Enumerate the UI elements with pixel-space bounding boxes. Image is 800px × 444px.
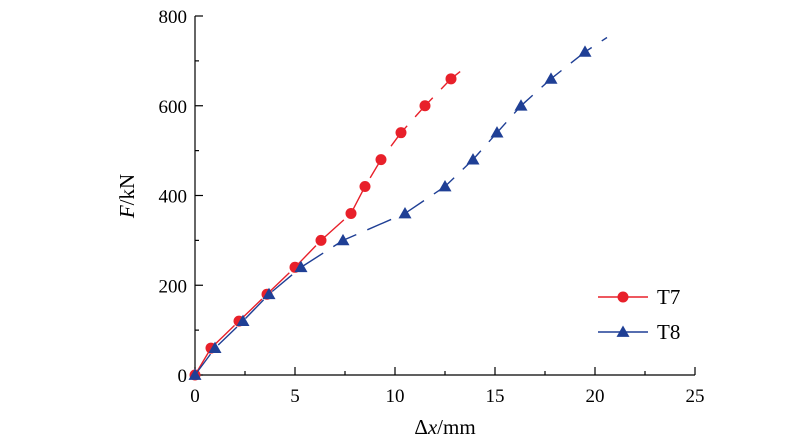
data-point — [345, 207, 357, 219]
data-point — [544, 72, 558, 84]
data-point — [445, 73, 457, 85]
data-point — [578, 45, 592, 57]
x-tick-label: 0 — [190, 386, 200, 407]
x-axis-label-unit: /mm — [437, 415, 476, 439]
y-tick-label: 400 — [159, 187, 188, 208]
data-point — [398, 206, 412, 219]
x-tick-label: 10 — [386, 386, 405, 407]
data-point — [236, 314, 250, 327]
data-point — [375, 154, 387, 166]
y-tick-label: 0 — [178, 366, 188, 387]
y-tick-label: 600 — [159, 97, 188, 118]
x-tick-label: 15 — [486, 386, 505, 407]
data-point — [262, 287, 276, 300]
y-axis-label: F/kN — [115, 174, 139, 219]
y-tick-label: 200 — [159, 276, 188, 297]
data-point — [359, 181, 371, 193]
data-point — [419, 100, 431, 112]
data-point — [466, 153, 480, 165]
y-ticks: 0 200 400 600 800 — [159, 7, 203, 387]
x-tick-label: 20 — [586, 386, 605, 407]
data-point — [395, 127, 407, 139]
x-axis-label-variable: x — [427, 415, 438, 439]
legend-item-T8: T8 — [598, 320, 680, 344]
legend-marker — [617, 291, 629, 303]
data-point — [438, 180, 452, 192]
legend-marker — [616, 325, 630, 337]
series-T8 — [188, 36, 608, 380]
x-ticks: 0 5 10 15 20 25 — [190, 367, 705, 407]
legend-item-T7: T7 — [598, 285, 680, 309]
data-point — [294, 260, 308, 273]
y-axis-label-variable: F — [115, 205, 139, 219]
x-axis-label-prefix: Δ — [414, 415, 428, 439]
x-axis-label: Δx/mm — [414, 415, 475, 439]
data-point — [188, 368, 202, 380]
data-point — [514, 99, 528, 111]
series-line — [194, 36, 608, 376]
data-point — [315, 234, 327, 246]
legend-label: T8 — [657, 320, 680, 344]
axes — [194, 16, 695, 376]
x-tick-label: 5 — [290, 386, 300, 407]
data-point — [336, 233, 350, 246]
series-layer — [188, 36, 608, 381]
y-axis-label-unit: /kN — [115, 174, 139, 206]
legend-label: T7 — [657, 285, 680, 309]
x-tick-label: 25 — [686, 386, 705, 407]
data-point — [208, 341, 222, 353]
data-point — [490, 126, 504, 138]
y-tick-label: 800 — [159, 7, 188, 28]
